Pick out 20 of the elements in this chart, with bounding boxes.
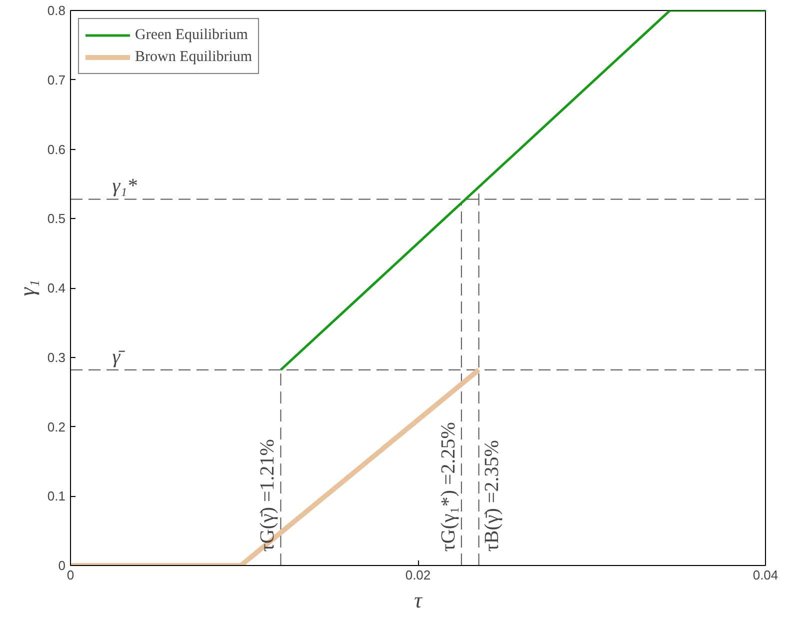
ref-line-label: γ̄ bbox=[112, 346, 126, 368]
x-tick-label: 0.04 bbox=[752, 568, 778, 582]
y-tick-label: 0 bbox=[58, 558, 66, 573]
y-axis-title: γ₁ bbox=[14, 280, 40, 296]
y-tick-label: 0.7 bbox=[47, 72, 66, 88]
ref-line-label: γ₁* bbox=[112, 175, 138, 198]
legend-label: Brown Equilibrium bbox=[135, 48, 252, 66]
x-tick-label: 0.02 bbox=[405, 568, 431, 582]
y-tick-label: 0.5 bbox=[47, 211, 66, 226]
legend-label: Green Equilibrium bbox=[135, 26, 248, 44]
y-tick-label: 0.1 bbox=[47, 488, 66, 504]
y-tick-label: 0.6 bbox=[47, 142, 66, 157]
y-tick-label: 0.2 bbox=[47, 419, 66, 434]
ref-line-label: τG(γ̄) =1.21% bbox=[256, 439, 279, 552]
ref-line-label: τG(γ₁*) =2.25% bbox=[437, 422, 460, 552]
ref-line-label: τB(γ̄) =2.35% bbox=[480, 440, 503, 552]
y-tick-label: 0.4 bbox=[47, 280, 66, 296]
y-tick-label: 0.8 bbox=[47, 3, 66, 18]
y-tick-label: 0.3 bbox=[47, 350, 66, 365]
x-axis-title: τ bbox=[414, 588, 424, 612]
